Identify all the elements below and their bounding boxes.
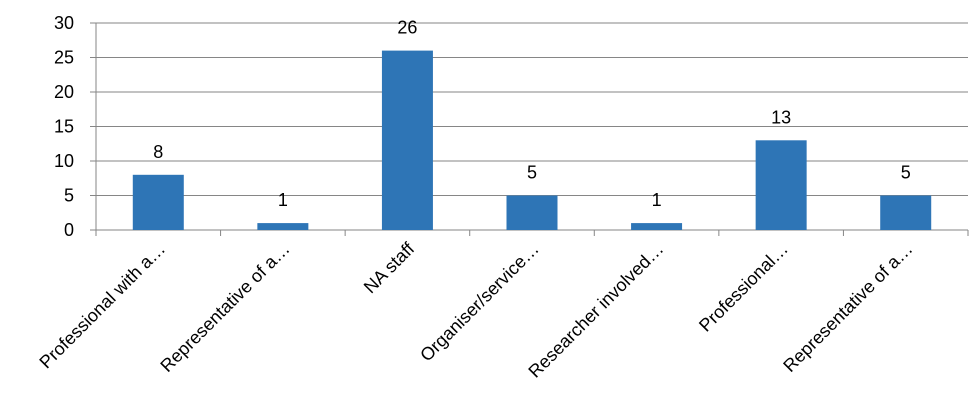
bar bbox=[132, 174, 184, 230]
data-label: 8 bbox=[153, 142, 163, 162]
x-tick-label: Professional with a… bbox=[35, 239, 169, 373]
data-label: 5 bbox=[901, 163, 911, 183]
data-label: 26 bbox=[397, 18, 417, 38]
y-tick-label: 25 bbox=[54, 48, 74, 68]
bar bbox=[755, 140, 807, 230]
bars bbox=[132, 50, 932, 230]
y-tick-label: 15 bbox=[54, 117, 74, 137]
y-axis: 0 5 10 15 20 25 30 bbox=[54, 13, 97, 240]
bar bbox=[257, 223, 309, 230]
x-tick-label: Professional… bbox=[695, 239, 792, 336]
bar bbox=[381, 50, 433, 230]
x-tick-label: Organiser/service… bbox=[416, 239, 543, 366]
x-tick-label: NA staff bbox=[360, 238, 419, 297]
x-tick-label: Researcher involved… bbox=[524, 239, 667, 382]
y-tick-label: 10 bbox=[54, 151, 74, 171]
bar bbox=[631, 223, 683, 230]
data-label: 1 bbox=[278, 190, 288, 210]
data-label: 13 bbox=[771, 107, 791, 127]
y-tick-label: 0 bbox=[64, 220, 74, 240]
gridlines bbox=[96, 22, 968, 196]
data-label: 1 bbox=[652, 190, 662, 210]
data-label: 5 bbox=[527, 163, 537, 183]
y-tick-label: 30 bbox=[54, 13, 74, 33]
x-axis: Professional with a…Representative of a…… bbox=[35, 229, 969, 382]
y-tick-label: 5 bbox=[64, 186, 74, 206]
bar bbox=[506, 195, 558, 230]
x-tick-label: Representative of a… bbox=[156, 239, 293, 376]
bar bbox=[880, 195, 932, 230]
x-tick-label: Representative of a… bbox=[779, 239, 916, 376]
y-tick-label: 20 bbox=[54, 82, 74, 102]
